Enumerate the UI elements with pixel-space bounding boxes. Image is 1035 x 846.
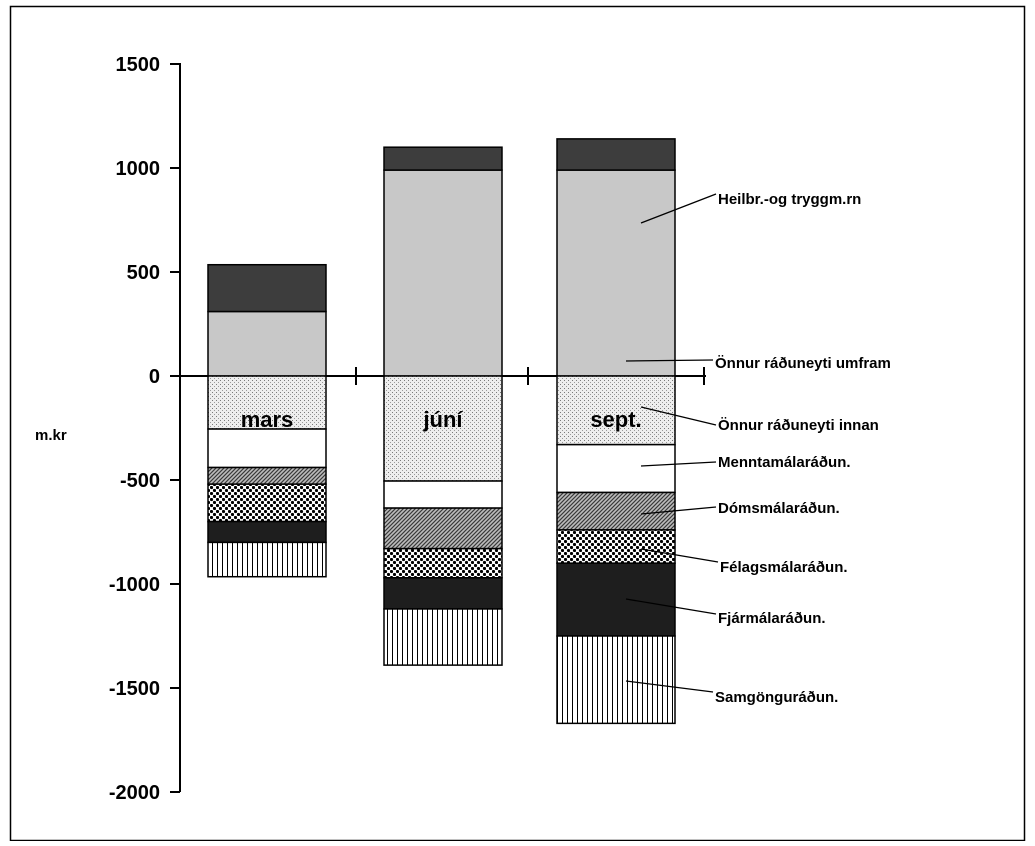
legend-leader-line (625, 598, 717, 615)
bar-segment-doms (383, 507, 503, 550)
legend: Heilbr.-og tryggm.rn Önnur ráðuneyti umfr… (625, 191, 891, 706)
bar-segment-mennt (207, 428, 327, 469)
bar-segment-onnurU (556, 138, 676, 171)
bar-segment-felags (383, 547, 503, 579)
legend-leader-line (640, 506, 717, 515)
category-label: sept. (590, 407, 641, 432)
bar-segment-samg (556, 635, 676, 725)
legend-leader-line (640, 548, 719, 563)
legend-leader-line (640, 193, 717, 224)
legend-leader-line (640, 406, 717, 426)
bar-segment-samg (383, 608, 503, 666)
bar-segment-fjar (207, 520, 327, 544)
legend-leader-line (640, 461, 717, 467)
legend-label-fjar: Fjármálaráðun. (718, 610, 826, 627)
bar-segment-onnurI (207, 375, 327, 430)
legend-leader-line (625, 359, 714, 362)
bar-segment-fjar (556, 562, 676, 637)
category-labels: mars júní sept. (241, 407, 642, 432)
y-tick-label: -2000 (109, 782, 160, 804)
y-tick-label: 1000 (116, 158, 161, 180)
bar-segment-felags (207, 483, 327, 523)
bar-segment-onnurI (383, 375, 503, 482)
y-tick-label: -500 (120, 470, 160, 492)
y-tick-label: -1000 (109, 574, 160, 596)
bar-segment-samg (207, 541, 327, 578)
y-tick-label: 0 (149, 366, 160, 388)
x-axis-ticks (355, 367, 705, 385)
legend-label-samg: Samgönguráðun. (715, 689, 838, 706)
category-label: mars (241, 407, 294, 432)
legend-label-felags: Félagsmálaráðun. (720, 559, 848, 576)
legend-label-heil: Heilbr.-og tryggm.rn (718, 191, 861, 208)
bar-segment-mennt (556, 443, 676, 494)
bar-segment-mennt (383, 480, 503, 509)
y-axis-unit-label: m.kr (35, 427, 67, 444)
bars (207, 138, 676, 725)
bar-segment-onnurU (383, 146, 503, 171)
legend-label-onnurU: Önnur ráðuneyti umfram (715, 355, 891, 372)
y-tick-label: -1500 (109, 678, 160, 700)
bar-segment-heil (207, 310, 327, 377)
y-axis-ticks: 1500 1000 500 0 -500 -1000 -1500 -2000 (109, 54, 180, 804)
legend-leader-line (625, 680, 714, 693)
category-label: júní (422, 407, 463, 432)
bar-segment-heil (383, 169, 503, 377)
y-tick-label: 500 (127, 262, 160, 284)
legend-label-doms: Dómsmálaráðun. (718, 500, 840, 517)
bar-segment-felags (556, 529, 676, 564)
legend-label-onnurI: Önnur ráðuneyti innan (718, 417, 879, 434)
legend-label-mennt: Menntamálaráðun. (718, 454, 851, 471)
y-tick-label: 1500 (116, 54, 161, 76)
bar-segment-onnurU (207, 263, 327, 313)
bar-segment-doms (207, 466, 327, 485)
bar-segment-doms (556, 491, 676, 531)
bar-segment-fjar (383, 577, 503, 610)
bar-segment-heil (556, 169, 676, 377)
